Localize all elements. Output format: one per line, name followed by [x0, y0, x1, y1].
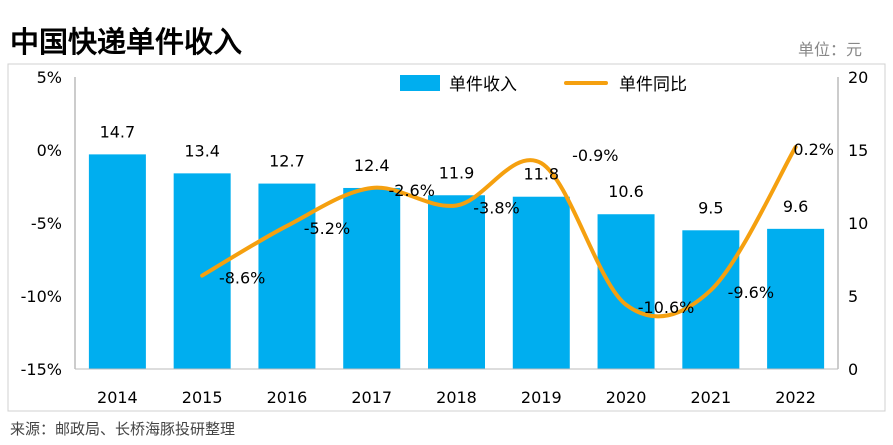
x-tick-label: 2021 [690, 388, 731, 407]
right-tick-label: 5 [848, 287, 858, 306]
bar-label-2021: 9.5 [698, 198, 723, 217]
x-tick-label: 2018 [436, 388, 477, 407]
bar-label-2015: 13.4 [184, 141, 220, 160]
bar-2019 [512, 196, 570, 369]
line-label-2019: -0.9% [572, 146, 618, 165]
source-note: 来源：邮政局、长桥海豚投研整理 [10, 420, 235, 438]
line-label-2017: -2.6% [389, 181, 435, 200]
bar-label-2017: 12.4 [354, 156, 390, 175]
line-label-2015: -8.6% [219, 269, 265, 288]
legend: 单件收入 单件同比 [400, 75, 687, 95]
legend-bar-label: 单件收入 [449, 75, 517, 95]
bar-label-2020: 10.6 [608, 182, 644, 201]
line-label-2016: -5.2% [304, 219, 350, 238]
line-label-2018: -3.8% [473, 198, 519, 217]
line-label-2022: 0.2% [793, 140, 834, 159]
bar-label-2014: 14.7 [100, 122, 136, 141]
bar-2017 [343, 187, 401, 369]
bar-2022 [767, 228, 825, 369]
x-tick-label: 2015 [182, 388, 223, 407]
bar-2021 [682, 230, 740, 369]
left-tick-label: 0% [37, 141, 62, 160]
bar-label-2018: 11.9 [439, 163, 475, 182]
x-tick-label: 2017 [351, 388, 392, 407]
line-label-2021: -9.6% [728, 283, 774, 302]
left-tick-label: -10% [21, 287, 62, 306]
left-tick-label: -15% [21, 360, 62, 379]
x-tick-label: 2022 [775, 388, 816, 407]
left-tick-label: 5% [37, 68, 62, 87]
data-labels: 14.7 13.4 12.7 12.4 11.9 11.8 10.6 9.5 9.6 -8.6% -… [100, 122, 834, 316]
right-tick-label: 20 [848, 68, 868, 87]
x-tick-label: 2019 [521, 388, 562, 407]
x-tick-label: 2016 [267, 388, 308, 407]
bar-2014 [88, 154, 146, 369]
left-tick-label: -5% [31, 214, 62, 233]
chart-title: 中国快递单件收入 [10, 25, 242, 59]
right-tick-label: 0 [848, 360, 858, 379]
right-tick-label: 10 [848, 214, 868, 233]
bar-2020 [597, 214, 655, 369]
line-series [200, 145, 798, 319]
bar-series [88, 154, 825, 369]
bar-label-2019: 11.8 [523, 165, 559, 184]
bar-label-2022: 9.6 [783, 197, 808, 216]
unit-label: 单位：元 [798, 40, 862, 59]
line-label-2020: -10.6% [638, 298, 695, 317]
legend-bar-swatch [400, 75, 440, 91]
bar-2015 [173, 173, 231, 369]
x-tick-label: 2020 [606, 388, 647, 407]
plot-frame [7, 63, 886, 412]
bar-2016 [258, 183, 316, 369]
bar-2018 [428, 195, 485, 369]
bar-label-2016: 12.7 [269, 152, 305, 171]
right-tick-label: 15 [848, 141, 868, 160]
legend-line-label: 单件同比 [619, 75, 687, 95]
x-tick-label: 2014 [97, 388, 138, 407]
yoy-line [200, 145, 798, 319]
